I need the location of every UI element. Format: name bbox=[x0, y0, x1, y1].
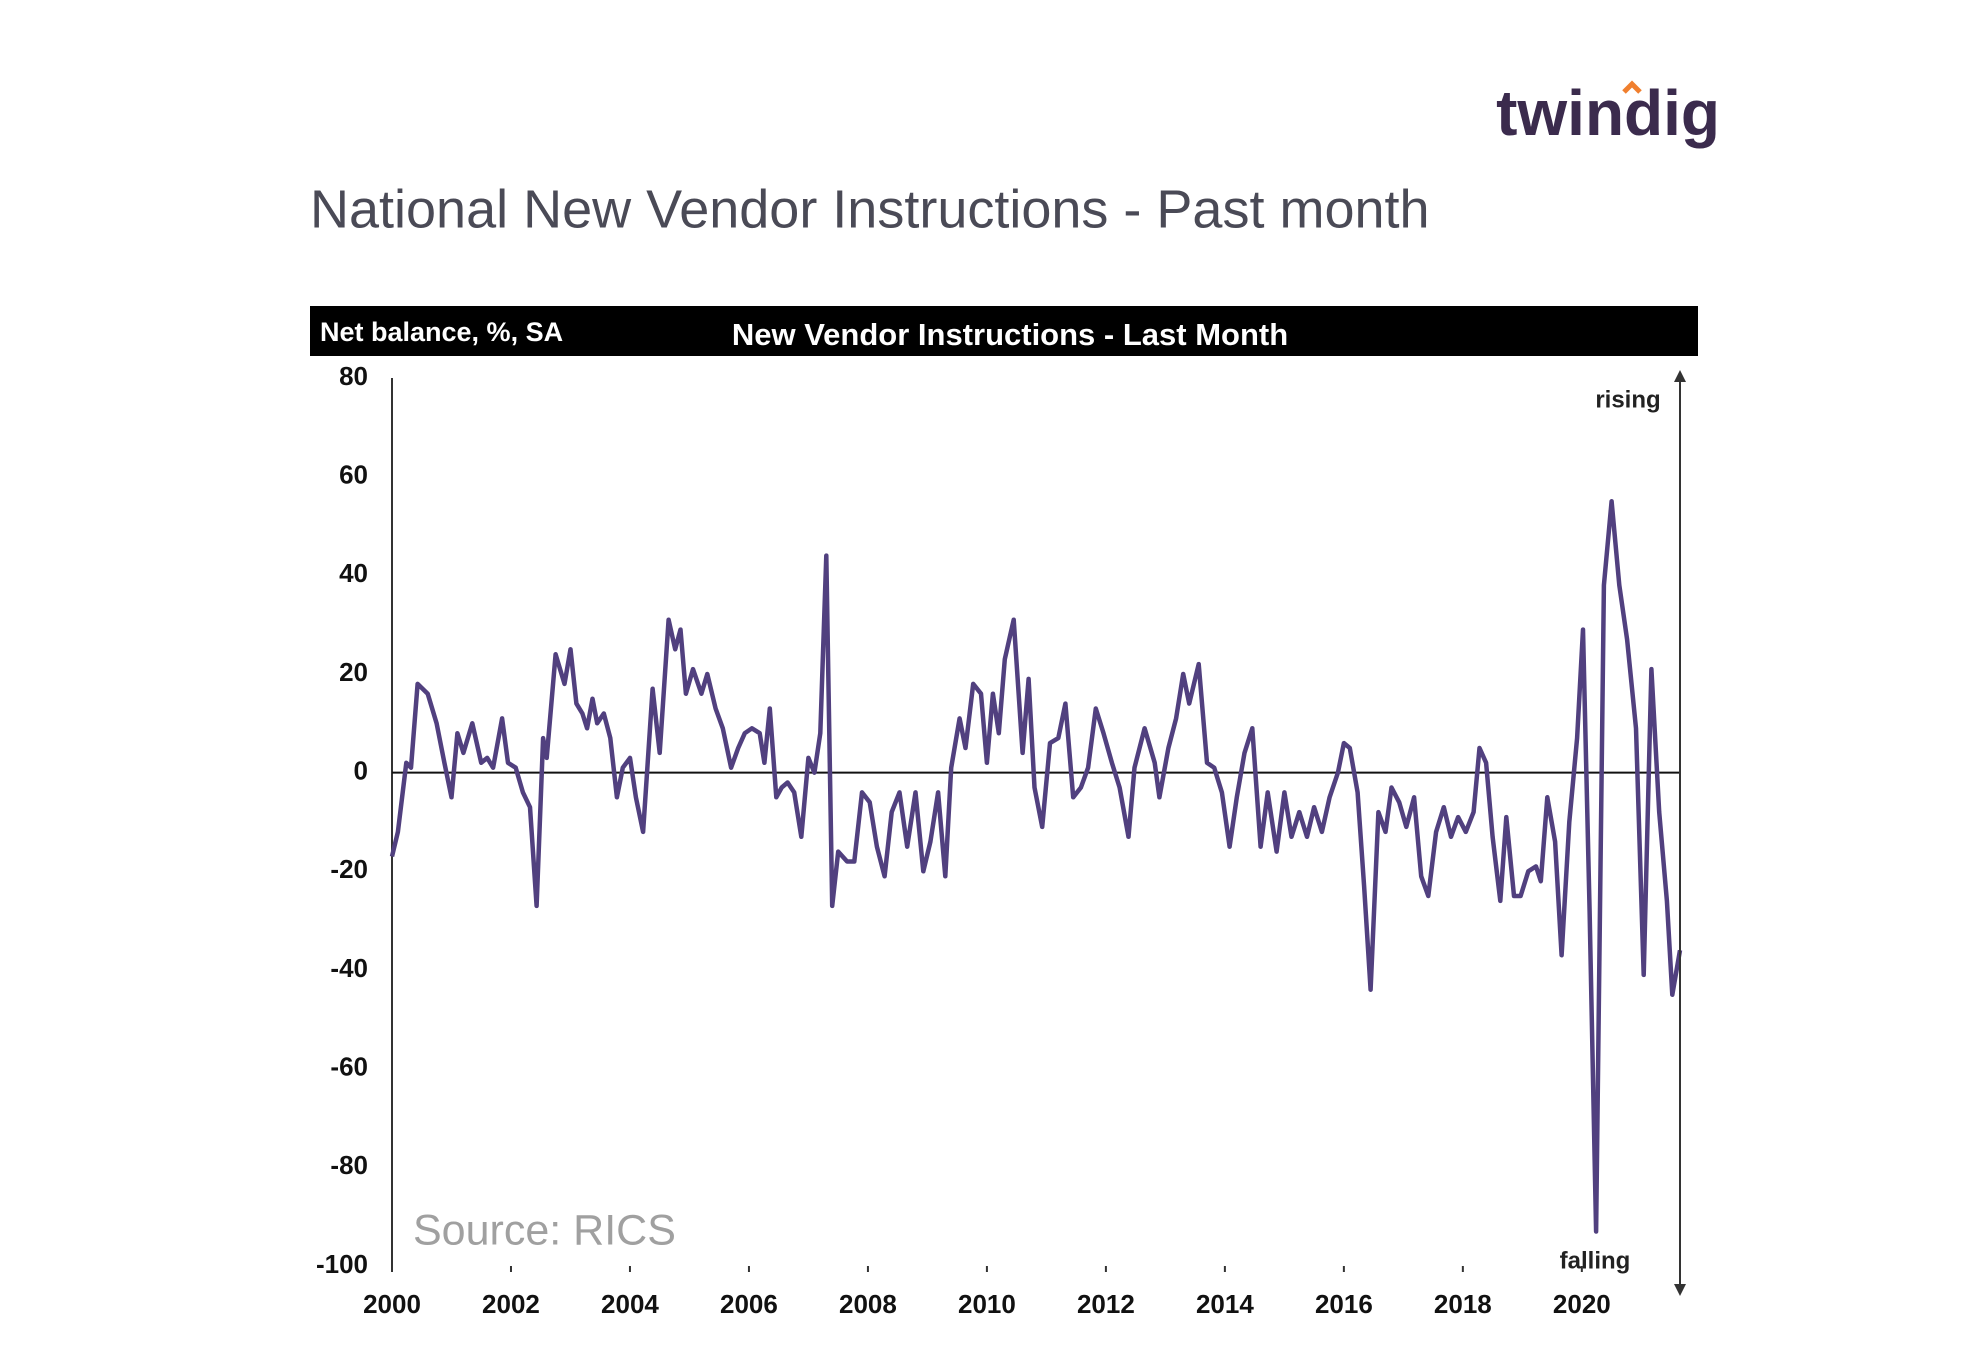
arrow-head-up bbox=[1674, 370, 1686, 382]
x-tick-label: 2020 bbox=[1553, 1289, 1611, 1319]
logo: twindig bbox=[1496, 77, 1720, 149]
y-tick-label: 20 bbox=[339, 657, 368, 687]
x-tick-label: 2014 bbox=[1196, 1289, 1254, 1319]
x-tick-label: 2012 bbox=[1077, 1289, 1135, 1319]
x-tick-label: 2010 bbox=[958, 1289, 1016, 1319]
plot-area: -100 -80 -60 -40 -20 0 20 40 60 80 2000 2002 2004 200… bbox=[316, 361, 1683, 1319]
y-tick-label: -60 bbox=[330, 1052, 368, 1082]
source-note: Source: RICS bbox=[413, 1206, 676, 1254]
x-tick-label: 2016 bbox=[1315, 1289, 1373, 1319]
chart-header-bar bbox=[310, 306, 1698, 356]
x-tick-label: 2018 bbox=[1434, 1289, 1492, 1319]
y-tick-label: 80 bbox=[339, 361, 368, 391]
x-tick-label: 2000 bbox=[363, 1289, 421, 1319]
y-tick-label: -100 bbox=[316, 1249, 368, 1279]
data-line bbox=[389, 499, 1683, 1234]
y-tick-label: 40 bbox=[339, 558, 368, 588]
y-tick-label: -20 bbox=[330, 854, 368, 884]
page-heading: National New Vendor Instructions - Past … bbox=[310, 179, 1430, 239]
x-tick-label: 2004 bbox=[601, 1289, 659, 1319]
x-tick-label: 2006 bbox=[720, 1289, 778, 1319]
annotation: rising bbox=[1595, 386, 1660, 413]
y-tick-label: 60 bbox=[339, 460, 368, 490]
y-axis-label: Net balance, %, SA bbox=[320, 317, 563, 347]
arrow-head-down bbox=[1674, 1284, 1686, 1296]
y-tick-label: -40 bbox=[330, 953, 368, 983]
y-tick-label: 0 bbox=[354, 756, 368, 786]
x-tick-label: 2002 bbox=[482, 1289, 540, 1319]
annotation: falling bbox=[1560, 1247, 1631, 1274]
y-tick-label: -80 bbox=[330, 1150, 368, 1180]
logo-accent bbox=[1622, 80, 1642, 94]
x-tick-label: 2008 bbox=[839, 1289, 897, 1319]
chart-title: New Vendor Instructions - Last Month bbox=[732, 317, 1288, 352]
